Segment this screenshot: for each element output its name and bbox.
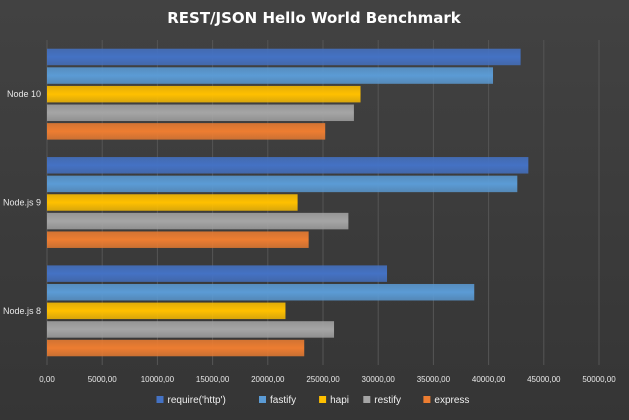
x-tick-label: 15000,00	[196, 375, 230, 384]
x-tick-label: 0,00	[39, 375, 55, 384]
bar-fastify-2	[47, 283, 475, 301]
legend-label: restify	[374, 395, 401, 406]
category-label: Node 10	[7, 89, 41, 99]
x-tick-label: 5000,00	[88, 375, 117, 384]
legend-swatch	[259, 396, 266, 403]
legend-swatch	[363, 396, 371, 403]
x-tick-label: 30000,00	[362, 375, 396, 384]
legend-label: require('http')	[168, 395, 226, 406]
bar-require-http-1	[47, 157, 529, 174]
bar-hapi-0	[47, 85, 361, 103]
category-label: Node.js 8	[3, 306, 41, 316]
legend-label: fastify	[270, 395, 296, 406]
x-tick-label: 40000,00	[472, 375, 506, 384]
x-axis-ticks: 0,00 5000,00 10000,00 15000,00 20000,00 25000…	[39, 375, 616, 384]
legend-swatch	[319, 396, 327, 403]
x-tick-label: 35000,00	[417, 375, 451, 384]
bar-restify-1	[47, 212, 349, 230]
bars-layer	[47, 48, 529, 357]
bar-express-2	[47, 339, 305, 357]
legend-label: express	[434, 395, 469, 406]
bar-hapi-1	[47, 194, 298, 211]
bar-fastify-1	[47, 175, 518, 193]
bar-restify-2	[47, 321, 335, 338]
x-tick-label: 10000,00	[141, 375, 175, 384]
x-tick-label: 50000,00	[582, 375, 616, 384]
bar-express-0	[47, 123, 326, 140]
bar-fastify-0	[47, 67, 494, 84]
legend-swatch	[156, 396, 164, 403]
bar-require-http-2	[47, 265, 388, 282]
bar-hapi-2	[47, 302, 286, 320]
chart-title: REST/JSON Hello World Benchmark	[167, 9, 462, 27]
legend: require('http') fastify hapi restify express	[156, 395, 469, 406]
legend-label: hapi	[330, 395, 349, 406]
bar-restify-0	[47, 104, 354, 122]
category-labels: Node 10 Node.js 9 Node.js 8	[3, 89, 41, 316]
x-tick-label: 20000,00	[251, 375, 285, 384]
x-tick-label: 45000,00	[527, 375, 561, 384]
legend-swatch	[423, 396, 431, 403]
bar-require-http-0	[47, 48, 521, 66]
category-label: Node.js 9	[3, 198, 41, 208]
x-tick-label: 25000,00	[306, 375, 340, 384]
bar-express-1	[47, 231, 309, 248]
